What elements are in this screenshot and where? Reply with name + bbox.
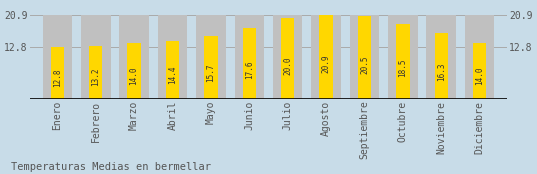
Bar [465,15,495,99]
Bar [204,36,217,99]
Text: Temperaturas Medias en bermellar: Temperaturas Medias en bermellar [11,162,211,172]
Bar [311,15,341,99]
Text: 17.6: 17.6 [245,60,254,79]
Text: 18.5: 18.5 [398,59,408,77]
Bar [434,33,448,99]
Bar [81,15,111,99]
Text: 12.8: 12.8 [53,68,62,87]
Bar [388,15,418,99]
Text: 14.0: 14.0 [475,66,484,85]
Text: 13.2: 13.2 [91,68,100,86]
Bar [158,15,187,99]
Bar [350,15,379,99]
Bar [50,48,64,99]
Text: 20.5: 20.5 [360,55,369,74]
Bar [119,15,149,99]
Text: 20.9: 20.9 [322,54,331,73]
Text: 16.3: 16.3 [437,62,446,81]
Bar [196,15,226,99]
Bar [243,28,256,99]
Text: 14.4: 14.4 [168,66,177,84]
Text: 15.7: 15.7 [206,63,215,82]
Bar [273,15,302,99]
Bar [235,15,264,99]
Bar [166,41,179,99]
Bar [426,15,456,99]
Bar [127,43,141,99]
Bar [396,24,410,99]
Bar [42,15,72,99]
Bar [89,46,103,99]
Text: 14.0: 14.0 [129,66,139,85]
Bar [281,18,294,99]
Bar [473,43,487,99]
Text: 20.0: 20.0 [283,56,292,74]
Bar [358,16,371,99]
Bar [320,15,333,99]
